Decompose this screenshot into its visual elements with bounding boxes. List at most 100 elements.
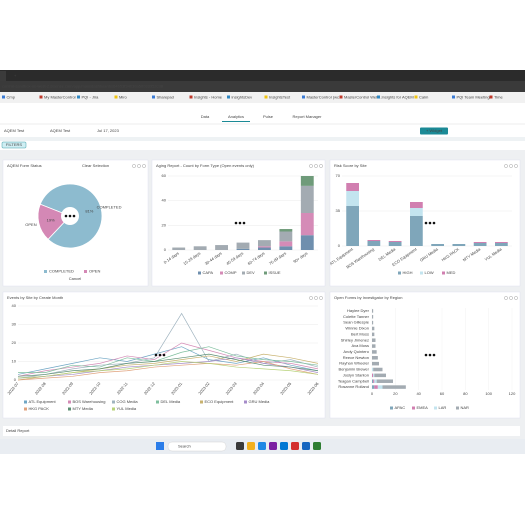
bookmark[interactable]: Miro [119,95,128,100]
widget-icon[interactable] [314,296,318,300]
bar-segment [236,248,250,250]
bar-segment [300,235,314,250]
nav-tab[interactable]: Pulse [263,114,274,119]
widget-icon[interactable] [514,296,518,300]
search-label[interactable]: Search [178,444,191,449]
bookmark[interactable]: Sharepad [157,95,174,100]
bar-segment [388,242,402,246]
loading-dot [432,221,436,225]
bookmark[interactable]: insightsDev [232,95,253,100]
bar-segment [372,361,379,366]
x-tick-label: 120 [509,391,516,396]
bar-segment [374,385,378,389]
detail-report-title: Detail Report [6,428,30,433]
y-tick-label: 60 [162,173,167,178]
y-tick-label: Rosanne Rolland [338,384,369,389]
bookmark[interactable]: Insights - Home [194,95,223,100]
legend-swatch [84,270,87,273]
bookmark-icon [302,95,305,99]
bookmark[interactable]: My MasterControl [44,95,76,100]
widget-icon[interactable] [309,164,313,168]
bar-segment [300,176,314,186]
widget-icon[interactable] [137,164,141,168]
bookmark[interactable]: InsightsTest [269,95,291,100]
taskbar-app[interactable] [247,442,255,450]
loading-dot [432,353,436,357]
widget-title: Open Forms by Investigator by Region [334,295,402,300]
url[interactable]: control-sandbox-us-west-2.sisense.com/ap… [2,84,164,89]
bookmark[interactable]: PQI Team Meeting [457,95,490,100]
bar-segment [279,241,293,247]
start-button[interactable] [156,442,164,450]
widget-icon[interactable] [509,164,513,168]
bookmark[interactable]: PQI - Jira [82,95,100,100]
filter-chip-label[interactable]: FILTERS [6,142,22,147]
bar-segment [373,367,383,372]
nav-tab[interactable]: Report Manager [293,114,323,119]
widget-button[interactable] [420,127,448,135]
bookmark[interactable]: MasterControl (wc... [307,95,343,100]
bar-segment [372,326,375,331]
y-tick-label: 0 [164,247,167,252]
nav-tab[interactable]: Analytics [228,114,244,119]
line-series [17,353,319,377]
y-tick-label: Sean Gillespie [343,320,370,325]
clear-selection[interactable]: Clear Selection [82,163,109,168]
bar-segment [373,379,375,383]
legend-label: DEV [247,270,256,275]
widget-icon[interactable] [504,296,508,300]
nav-tab[interactable]: Data [201,114,210,119]
bookmark[interactable]: Time [494,95,504,100]
widget-icon[interactable] [309,296,313,300]
widget-icon[interactable] [319,296,323,300]
legend-swatch [68,400,71,404]
widget-icon[interactable] [132,164,136,168]
y-tick-label: Ava Moss [352,343,370,348]
bookmark-icon [77,95,80,99]
taskbar-app[interactable] [291,442,299,450]
y-tick-label: 20 [162,222,167,227]
bookmark[interactable]: Cmp [7,95,16,100]
bar-segment [300,185,314,213]
bar-segment [236,242,250,249]
legend-swatch [244,400,247,404]
y-tick-label: Shirley Jimenez [341,337,369,342]
new-tab[interactable]: + [14,73,17,78]
y-tick-label: 30 [12,322,17,327]
widget-icon[interactable] [514,164,518,168]
widget-title: Risk Score by Site [334,163,367,168]
loading-dot [428,221,432,225]
app-header [0,103,525,125]
bar-segment [495,242,508,243]
widget-icon[interactable] [142,164,146,168]
folder: AQEM Test [50,128,71,133]
taskbar-app[interactable] [280,442,288,450]
taskbar-app[interactable] [302,442,310,450]
search-box[interactable] [167,441,227,452]
y-tick-label: 70 [336,173,341,178]
bar-segment [258,240,271,247]
widget-icon[interactable] [504,164,508,168]
bar-segment [279,229,293,232]
widget-panel [151,159,326,287]
filter-chip[interactable] [1,141,27,149]
line-series [18,346,319,373]
taskbar-app[interactable] [269,442,277,450]
widget-icon[interactable] [314,164,318,168]
taskbar-app[interactable] [236,442,244,450]
y-tick-label: Winnie Dixon [345,326,369,331]
widget-icon[interactable] [319,164,323,168]
bookmark[interactable]: MasterControl Web... [344,95,382,100]
line-series [17,361,319,379]
bookmark[interactable]: Insights for AQEM [382,95,414,100]
bookmark[interactable]: Calm [419,95,429,100]
widget-button-label[interactable]: + Widget [426,128,443,133]
taskbar-app[interactable] [313,442,321,450]
taskbar-app[interactable] [258,442,266,450]
legend-label: OPEN [89,269,100,274]
widget-icon[interactable] [509,296,513,300]
legend-label: ISSUE [269,270,281,275]
cancel[interactable]: Cancel [69,276,82,281]
loading-dot [428,353,432,357]
